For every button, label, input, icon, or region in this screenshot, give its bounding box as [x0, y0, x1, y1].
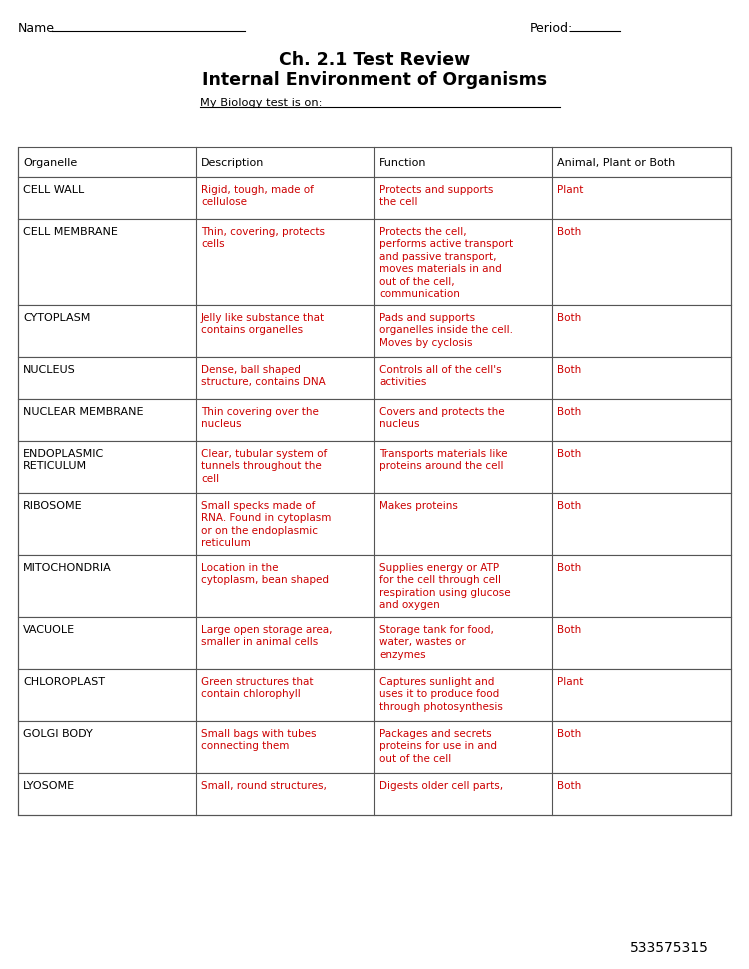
Text: Both: Both — [557, 313, 581, 323]
Text: Controls all of the cell's
activities: Controls all of the cell's activities — [379, 364, 502, 387]
Bar — [18, 148, 731, 178]
Text: Animal, Plant or Both: Animal, Plant or Both — [557, 158, 676, 168]
Text: Digests older cell parts,: Digests older cell parts, — [379, 780, 503, 790]
Text: Plant: Plant — [557, 185, 583, 195]
Text: GOLGI BODY: GOLGI BODY — [23, 729, 93, 738]
Text: Pads and supports
organelles inside the cell.
Moves by cyclosis: Pads and supports organelles inside the … — [379, 313, 513, 348]
Text: Both: Both — [557, 364, 581, 375]
Text: Both: Both — [557, 407, 581, 417]
Text: MITOCHONDRIA: MITOCHONDRIA — [23, 562, 112, 573]
Bar — [18, 399, 731, 442]
Bar — [18, 178, 731, 220]
Text: CELL MEMBRANE: CELL MEMBRANE — [23, 227, 118, 236]
Bar — [18, 721, 731, 773]
Text: Protects the cell,
performs active transport
and passive transport,
moves materi: Protects the cell, performs active trans… — [379, 227, 513, 298]
Text: Both: Both — [557, 624, 581, 635]
Text: Small, round structures,: Small, round structures, — [201, 780, 327, 790]
Text: Both: Both — [557, 729, 581, 738]
Text: CHLOROPLAST: CHLOROPLAST — [23, 676, 105, 686]
Text: RIBOSOME: RIBOSOME — [23, 500, 82, 511]
Text: Period:: Period: — [530, 21, 573, 35]
Text: Dense, ball shaped
structure, contains DNA: Dense, ball shaped structure, contains D… — [201, 364, 326, 387]
Text: My Biology test is on:: My Biology test is on: — [200, 98, 323, 108]
Text: Protects and supports
the cell: Protects and supports the cell — [379, 185, 494, 207]
Text: Both: Both — [557, 500, 581, 511]
Text: CELL WALL: CELL WALL — [23, 185, 84, 195]
Text: Small bags with tubes
connecting them: Small bags with tubes connecting them — [201, 729, 317, 751]
Text: VACUOLE: VACUOLE — [23, 624, 75, 635]
Text: Function: Function — [379, 158, 426, 168]
Text: 533575315: 533575315 — [630, 940, 709, 954]
Text: ENDOPLASMIC
RETICULUM: ENDOPLASMIC RETICULUM — [23, 449, 104, 471]
Text: Large open storage area,
smaller in animal cells: Large open storage area, smaller in anim… — [201, 624, 333, 646]
Text: Storage tank for food,
water, wastes or
enzymes: Storage tank for food, water, wastes or … — [379, 624, 494, 659]
Bar — [18, 220, 731, 305]
Text: Small specks made of
RNA. Found in cytoplasm
or on the endoplasmic
reticulum: Small specks made of RNA. Found in cytop… — [201, 500, 331, 547]
Text: NUCLEUS: NUCLEUS — [23, 364, 76, 375]
Text: Transports materials like
proteins around the cell: Transports materials like proteins aroun… — [379, 449, 508, 471]
Text: Both: Both — [557, 449, 581, 458]
Text: Thin covering over the
nucleus: Thin covering over the nucleus — [201, 407, 319, 429]
Text: Makes proteins: Makes proteins — [379, 500, 458, 511]
Text: LYOSOME: LYOSOME — [23, 780, 75, 790]
Text: Rigid, tough, made of
cellulose: Rigid, tough, made of cellulose — [201, 185, 314, 207]
Text: Both: Both — [557, 562, 581, 573]
Text: Both: Both — [557, 780, 581, 790]
Text: Jelly like substance that
contains organelles: Jelly like substance that contains organ… — [201, 313, 325, 335]
Text: Packages and secrets
proteins for use in and
out of the cell: Packages and secrets proteins for use in… — [379, 729, 497, 763]
Text: Covers and protects the
nucleus: Covers and protects the nucleus — [379, 407, 505, 429]
Text: Supplies energy or ATP
for the cell through cell
respiration using glucose
and o: Supplies energy or ATP for the cell thro… — [379, 562, 511, 610]
Bar — [18, 555, 731, 617]
Text: CYTOPLASM: CYTOPLASM — [23, 313, 91, 323]
Text: Name: Name — [18, 21, 55, 35]
Bar — [18, 305, 731, 358]
Text: Internal Environment of Organisms: Internal Environment of Organisms — [202, 71, 547, 89]
Text: Captures sunlight and
uses it to produce food
through photosynthesis: Captures sunlight and uses it to produce… — [379, 676, 503, 711]
Text: Both: Both — [557, 227, 581, 236]
Text: Clear, tubular system of
tunnels throughout the
cell: Clear, tubular system of tunnels through… — [201, 449, 327, 484]
Text: Ch. 2.1 Test Review: Ch. 2.1 Test Review — [279, 51, 470, 69]
Bar — [18, 493, 731, 555]
Bar — [18, 670, 731, 721]
Text: Description: Description — [201, 158, 264, 168]
Text: Plant: Plant — [557, 676, 583, 686]
Bar — [18, 442, 731, 493]
Text: Green structures that
contain chlorophyll: Green structures that contain chlorophyl… — [201, 676, 314, 699]
Text: Location in the
cytoplasm, bean shaped: Location in the cytoplasm, bean shaped — [201, 562, 329, 585]
Bar — [18, 358, 731, 399]
Bar — [18, 617, 731, 670]
Text: NUCLEAR MEMBRANE: NUCLEAR MEMBRANE — [23, 407, 144, 417]
Text: Organelle: Organelle — [23, 158, 77, 168]
Bar — [18, 773, 731, 815]
Text: Thin, covering, protects
cells: Thin, covering, protects cells — [201, 227, 325, 249]
